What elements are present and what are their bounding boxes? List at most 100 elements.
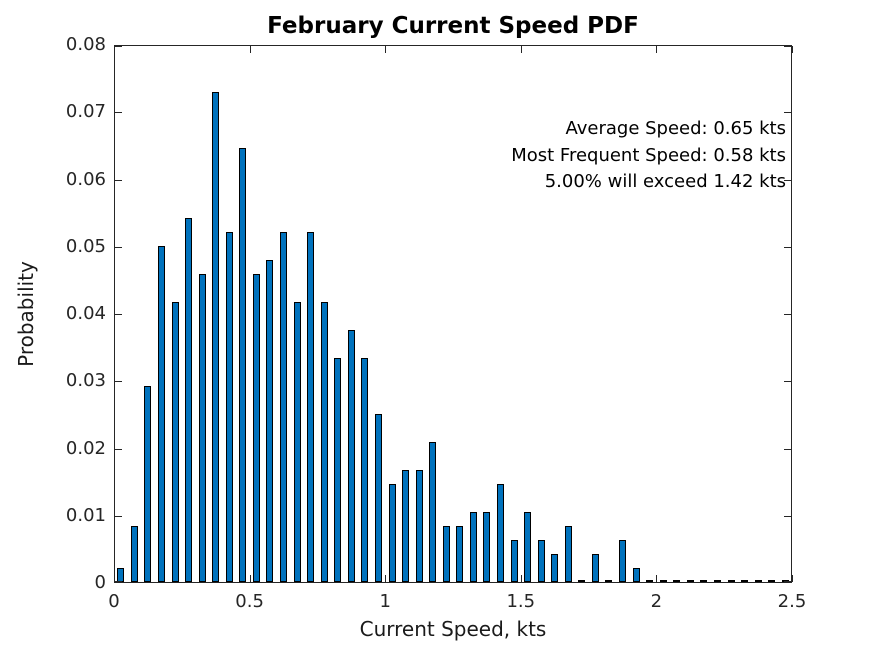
annotation-most-frequent-speed: Most Frequent Speed: 0.58 kts xyxy=(511,144,786,166)
histogram-bar xyxy=(293,302,301,582)
histogram-bar xyxy=(524,512,532,582)
y-axis-tick xyxy=(784,314,791,315)
histogram-zero-bin-dash xyxy=(768,580,776,582)
x-axis-tick xyxy=(656,575,658,582)
y-axis-tick xyxy=(115,179,122,181)
histogram-bar xyxy=(320,302,328,582)
histogram-bar xyxy=(158,246,165,582)
histogram-bar xyxy=(307,232,315,582)
y-axis-tick xyxy=(784,448,791,450)
histogram-bar xyxy=(198,274,206,582)
histogram-bar xyxy=(537,540,545,582)
histogram-zero-bin-dash xyxy=(741,580,748,582)
histogram-bar xyxy=(591,554,599,582)
y-tick-label: 0.07 xyxy=(65,101,106,123)
y-tick-label: 0.01 xyxy=(65,504,106,526)
histogram-bar xyxy=(551,554,559,582)
histogram-bar xyxy=(361,358,369,582)
y-axis-tick xyxy=(784,515,791,517)
histogram-zero-bin-dash xyxy=(727,580,735,582)
histogram-bar xyxy=(415,470,423,582)
x-axis-tick xyxy=(792,575,793,582)
x-axis-tick xyxy=(249,575,251,582)
histogram-bar xyxy=(374,414,382,582)
histogram-bar xyxy=(266,260,274,582)
histogram-bar xyxy=(239,148,247,582)
y-axis-tick xyxy=(115,46,122,47)
y-axis-tick xyxy=(115,581,122,582)
histogram-bar xyxy=(334,358,342,582)
y-axis-tick xyxy=(784,246,791,248)
y-axis-tick xyxy=(784,381,791,383)
y-tick-label: 0.08 xyxy=(65,34,106,55)
x-axis-tick xyxy=(385,46,387,53)
histogram-zero-bin-dash xyxy=(605,580,613,582)
histogram-zero-bin-dash xyxy=(646,580,654,582)
histogram-bar xyxy=(347,330,355,582)
y-axis-tick xyxy=(115,314,122,315)
histogram-zero-bin-dash xyxy=(686,580,694,582)
histogram-bar xyxy=(117,568,125,582)
x-axis-tick xyxy=(385,575,387,582)
annotation-average-speed: Average Speed: 0.65 kts xyxy=(565,118,786,139)
y-axis-tick xyxy=(115,448,122,450)
y-axis-tick xyxy=(784,46,791,47)
y-tick-label: 0.06 xyxy=(65,168,106,190)
x-axis-tick xyxy=(520,46,522,53)
x-axis-tick xyxy=(249,46,251,53)
histogram-bar xyxy=(252,274,260,582)
histogram-bar xyxy=(388,484,396,582)
x-axis-label: Current Speed, kts xyxy=(359,617,547,641)
y-axis-tick xyxy=(115,246,122,248)
histogram-bar xyxy=(280,232,287,582)
plot-area xyxy=(114,45,793,583)
y-axis-tick xyxy=(784,179,791,181)
y-tick-label: 0.02 xyxy=(65,437,106,459)
stats-annotation: Average Speed: 0.65 kts Most Frequent Sp… xyxy=(511,116,786,196)
chart-title: February Current Speed PDF xyxy=(267,13,639,39)
histogram-zero-bin-dash xyxy=(754,580,762,582)
x-axis-tick xyxy=(114,575,115,582)
x-tick-label: 2 xyxy=(650,591,663,612)
histogram-bar xyxy=(171,302,179,582)
histogram-bar xyxy=(212,92,220,582)
histogram-bar xyxy=(564,526,572,582)
x-tick-label: 1.5 xyxy=(506,591,536,612)
y-axis-tick xyxy=(784,112,791,114)
histogram-zero-bin-dash xyxy=(673,580,681,582)
x-tick-label: 2.5 xyxy=(777,591,807,612)
x-axis-tick xyxy=(114,46,115,53)
histogram-bar xyxy=(619,540,626,582)
x-tick-label: 1 xyxy=(379,591,391,612)
histogram-bar xyxy=(510,540,518,582)
y-tick-label: 0.04 xyxy=(65,303,106,324)
histogram-bar xyxy=(402,470,409,582)
x-axis-tick xyxy=(656,46,658,53)
y-tick-label: 0 xyxy=(94,572,106,593)
histogram-bar xyxy=(483,512,491,582)
histogram-zero-bin-dash xyxy=(578,580,586,582)
histogram-bar xyxy=(632,568,640,582)
histogram-bar xyxy=(442,526,450,582)
y-axis-tick xyxy=(115,381,122,383)
y-axis-tick xyxy=(784,581,791,582)
histogram-zero-bin-dash xyxy=(713,580,721,582)
histogram-bar xyxy=(225,232,233,582)
x-tick-label: 0.5 xyxy=(235,591,264,612)
histogram-bar xyxy=(429,442,437,582)
x-axis-tick xyxy=(792,46,793,53)
annotation-exceedance-speed: 5.00% will exceed 1.42 kts xyxy=(544,171,786,192)
y-axis-tick xyxy=(115,515,122,517)
y-axis-tick xyxy=(115,112,122,114)
histogram-bar xyxy=(144,386,152,582)
histogram-bar xyxy=(456,526,464,582)
histogram-bar xyxy=(185,218,193,582)
y-tick-label: 0.03 xyxy=(65,370,106,392)
histogram-zero-bin-dash xyxy=(700,580,708,582)
y-tick-label: 0.05 xyxy=(65,235,106,257)
histogram-bar xyxy=(497,484,504,582)
histogram-bar xyxy=(469,512,477,582)
x-axis-tick xyxy=(520,575,522,582)
x-tick-label: 0 xyxy=(108,591,120,612)
